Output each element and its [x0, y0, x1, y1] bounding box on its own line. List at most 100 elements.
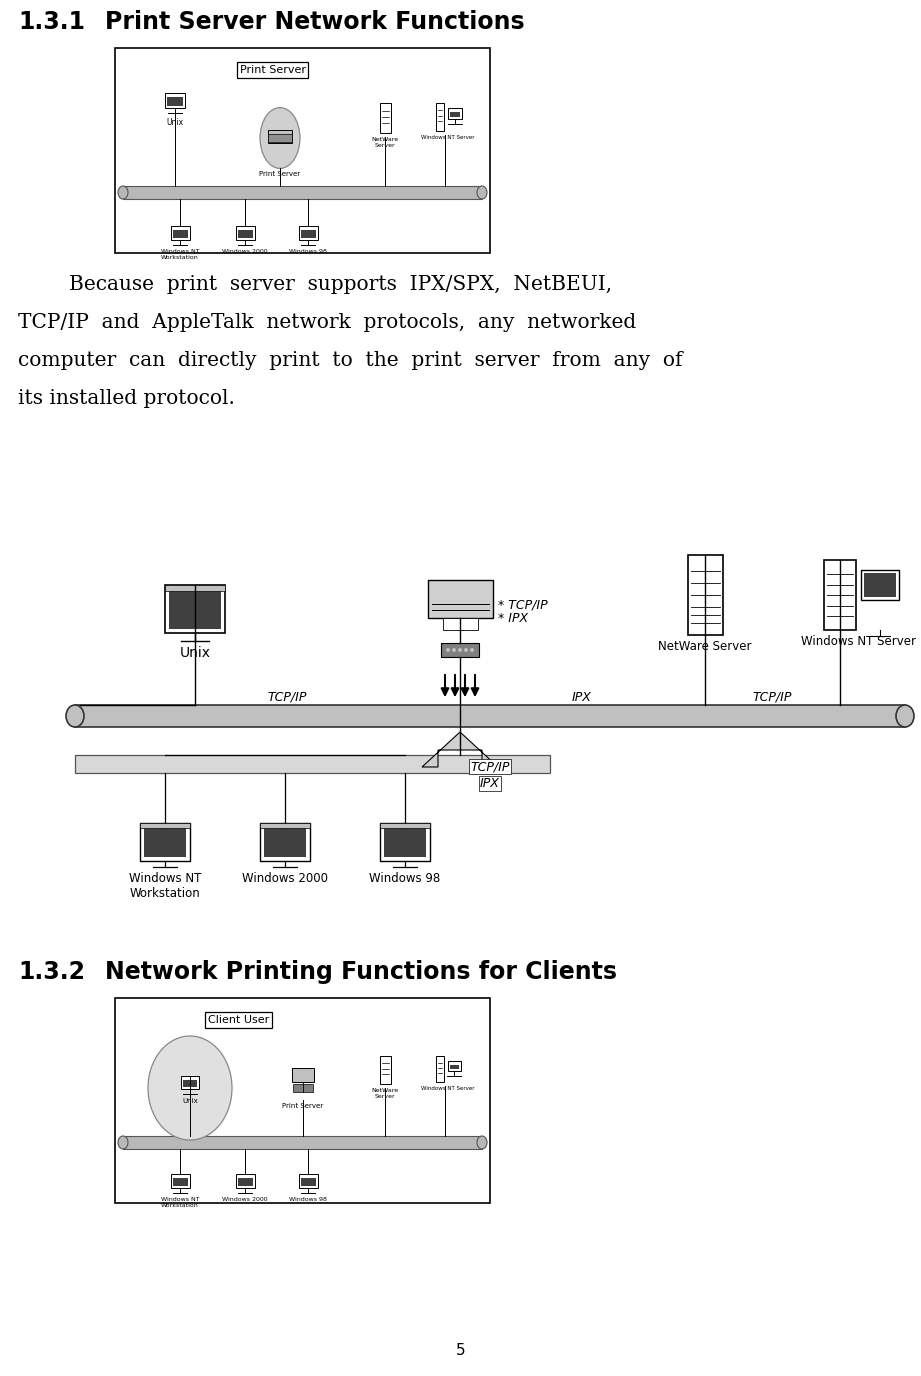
Text: NetWare Server: NetWare Server: [659, 640, 752, 654]
Bar: [687, 555, 722, 634]
Text: TCP/IP: TCP/IP: [267, 691, 307, 705]
Bar: [165, 94, 185, 107]
Text: TCP/IP: TCP/IP: [752, 691, 792, 705]
Text: Unix: Unix: [182, 1098, 198, 1104]
Bar: [436, 103, 444, 131]
Bar: [264, 827, 306, 857]
Bar: [298, 1174, 318, 1187]
Bar: [238, 1178, 252, 1186]
Text: Unix: Unix: [180, 645, 211, 660]
Text: * TCP/IP: * TCP/IP: [498, 599, 548, 611]
Text: IPX: IPX: [480, 777, 500, 790]
Bar: [861, 570, 899, 600]
Text: Windows NT
Workstation: Windows NT Workstation: [129, 872, 201, 900]
Bar: [123, 1137, 482, 1149]
Text: Print Server Network Functions: Print Server Network Functions: [105, 10, 525, 34]
Bar: [300, 230, 316, 238]
Bar: [123, 186, 482, 200]
Bar: [170, 1174, 190, 1187]
Circle shape: [464, 648, 468, 652]
Bar: [436, 1055, 444, 1082]
Circle shape: [470, 648, 474, 652]
Bar: [450, 111, 460, 117]
Text: NetWare
Server: NetWare Server: [371, 138, 399, 147]
Bar: [181, 1076, 199, 1088]
Bar: [165, 585, 225, 633]
Bar: [115, 998, 490, 1203]
Text: Windows NT Server: Windows NT Server: [421, 1086, 474, 1091]
Text: Because  print  server  supports  IPX/SPX,  NetBEUI,: Because print server supports IPX/SPX, N…: [18, 275, 612, 294]
Bar: [115, 48, 490, 253]
Ellipse shape: [118, 186, 128, 200]
Text: Windows NT
Workstation: Windows NT Workstation: [160, 249, 199, 260]
Bar: [238, 230, 252, 238]
Bar: [75, 755, 550, 773]
Ellipse shape: [477, 186, 487, 200]
Text: Print Server: Print Server: [260, 172, 300, 178]
Text: Windows 98: Windows 98: [369, 872, 440, 885]
Bar: [144, 827, 186, 857]
Bar: [298, 226, 318, 239]
Ellipse shape: [896, 705, 914, 727]
Bar: [300, 1178, 316, 1186]
Text: Windows NT
Workstation: Windows NT Workstation: [160, 1197, 199, 1208]
Text: Client User: Client User: [208, 1015, 269, 1025]
Bar: [172, 230, 188, 238]
Bar: [441, 643, 479, 656]
Bar: [449, 1065, 459, 1069]
Text: TCP/IP: TCP/IP: [471, 760, 509, 773]
Bar: [236, 1174, 254, 1187]
Text: Windows 98: Windows 98: [289, 1197, 327, 1203]
Ellipse shape: [260, 107, 300, 168]
Text: 1.3.2: 1.3.2: [18, 960, 85, 984]
Text: * IPX: * IPX: [498, 611, 528, 625]
Bar: [864, 572, 896, 597]
Text: 5: 5: [456, 1343, 465, 1358]
Bar: [292, 1068, 313, 1082]
Bar: [169, 589, 221, 629]
Text: computer  can  directly  print  to  the  print  server  from  any  of: computer can directly print to the print…: [18, 351, 682, 370]
Bar: [448, 1061, 460, 1071]
Circle shape: [452, 648, 456, 652]
Bar: [172, 1178, 188, 1186]
Text: Print Server: Print Server: [239, 65, 306, 76]
Bar: [293, 1084, 312, 1093]
Bar: [379, 1055, 391, 1084]
Ellipse shape: [118, 1137, 128, 1149]
Ellipse shape: [148, 1036, 232, 1139]
Text: IPX: IPX: [572, 691, 592, 705]
Bar: [260, 823, 310, 861]
Bar: [165, 585, 225, 592]
Text: NetWare
Server: NetWare Server: [371, 1088, 399, 1099]
Bar: [260, 823, 310, 828]
Bar: [140, 823, 190, 861]
Bar: [268, 129, 292, 143]
Text: Unix: Unix: [167, 118, 183, 127]
Bar: [75, 705, 905, 727]
Bar: [384, 827, 426, 857]
Circle shape: [458, 648, 462, 652]
Text: Windows 2000: Windows 2000: [222, 249, 268, 255]
Bar: [380, 823, 430, 861]
Bar: [170, 226, 190, 239]
Bar: [427, 581, 493, 618]
Text: Windows 2000: Windows 2000: [242, 872, 328, 885]
Text: 1.3.1: 1.3.1: [18, 10, 85, 34]
Text: TCP/IP  and  AppleTalk  network  protocols,  any  networked: TCP/IP and AppleTalk network protocols, …: [18, 312, 636, 332]
Bar: [183, 1080, 197, 1087]
Text: its installed protocol.: its installed protocol.: [18, 389, 235, 409]
Bar: [442, 618, 477, 630]
Bar: [268, 133, 292, 142]
Ellipse shape: [66, 705, 84, 727]
Bar: [824, 560, 856, 630]
Bar: [167, 96, 183, 106]
Bar: [379, 103, 391, 133]
Text: Windows NT Server: Windows NT Server: [421, 135, 474, 140]
Bar: [448, 107, 462, 118]
Text: Windows NT Server: Windows NT Server: [800, 634, 915, 648]
Polygon shape: [422, 732, 498, 766]
Text: Windows 98: Windows 98: [289, 249, 327, 255]
Bar: [380, 823, 430, 828]
Bar: [140, 823, 190, 828]
Bar: [236, 226, 254, 239]
